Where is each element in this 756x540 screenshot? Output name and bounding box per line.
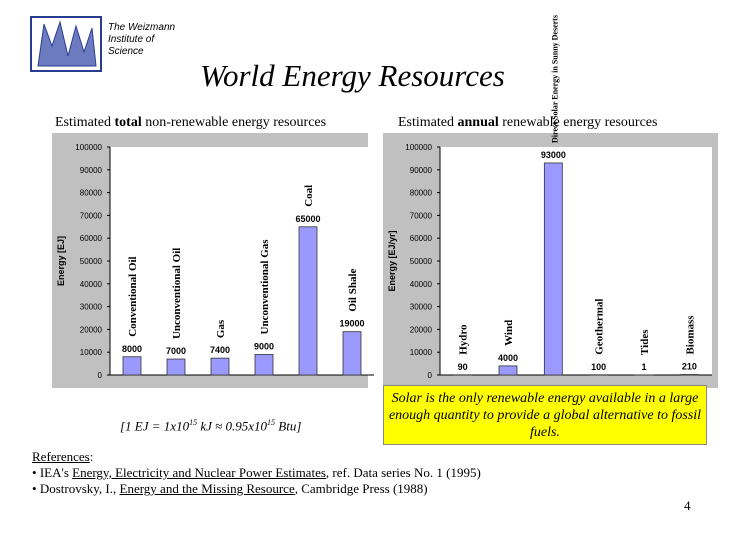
note-sup: 15 xyxy=(189,418,198,427)
logo xyxy=(30,16,102,72)
data-label: 93000 xyxy=(541,150,566,160)
y-tick-label: 0 xyxy=(98,371,103,380)
y-tick-label: 60000 xyxy=(410,234,433,243)
data-label: 90 xyxy=(458,362,468,372)
data-label: 8000 xyxy=(122,344,142,354)
category-label: Oil Shale xyxy=(347,268,359,311)
plot-area xyxy=(110,147,374,375)
title-part: Estimated xyxy=(398,115,458,130)
data-label: 65000 xyxy=(295,214,320,224)
ref-part: IEA's xyxy=(39,465,73,480)
y-tick-label: 10000 xyxy=(80,348,103,357)
bar xyxy=(498,365,518,376)
references: References: • IEA's Energy, Electricity a… xyxy=(32,449,481,496)
y-tick-label: 0 xyxy=(428,371,433,380)
y-tick-label: 40000 xyxy=(80,280,103,289)
category-label: Geothermal xyxy=(594,299,606,355)
note-part: [1 EJ = 1x10 xyxy=(120,418,190,434)
y-tick-label: 90000 xyxy=(410,166,433,175)
title-part: renewable energy resources xyxy=(498,115,658,130)
data-label: 7000 xyxy=(166,346,186,356)
charts: 0100002000030000400005000060000700008000… xyxy=(52,15,718,388)
plot-area xyxy=(440,147,712,375)
institute-name: The Weizmann Institute of Science xyxy=(108,22,175,58)
y-tick-label: 60000 xyxy=(80,234,103,243)
bar xyxy=(210,357,230,376)
category-label: Conventional Oil xyxy=(127,256,139,336)
y-tick-label: 20000 xyxy=(80,325,103,334)
data-label: 7400 xyxy=(210,345,230,355)
category-label: Tides xyxy=(639,329,651,355)
note-part: Btu] xyxy=(275,418,302,434)
bar xyxy=(166,358,186,376)
y-tick-label: 40000 xyxy=(410,280,433,289)
y-tick-label: 50000 xyxy=(80,257,103,266)
bar xyxy=(254,354,274,376)
chart-title: Estimated total non-renewable energy res… xyxy=(55,115,326,131)
y-tick-label: 80000 xyxy=(410,189,433,198)
bar xyxy=(543,162,563,376)
y-tick-label: 30000 xyxy=(410,303,433,312)
institute-line: The Weizmann xyxy=(108,22,176,33)
bar xyxy=(342,331,362,376)
category-label: Unconventional Gas xyxy=(259,239,271,335)
y-tick-label: 10000 xyxy=(410,348,433,357)
note-sup: 15 xyxy=(267,418,276,427)
data-label: 100 xyxy=(591,362,606,372)
category-label: Gas xyxy=(215,319,227,338)
y-tick-label: 70000 xyxy=(410,211,433,220)
ref-colon: : xyxy=(89,449,94,464)
category-label: Direct Solar Energy in Sunny Deserts xyxy=(550,15,559,143)
category-label: Wind xyxy=(503,320,515,346)
y-axis-label: Energy [EJ/yr] xyxy=(387,230,397,291)
y-tick-label: 100000 xyxy=(405,143,432,152)
bar xyxy=(298,226,318,376)
category-label: Biomass xyxy=(684,315,696,355)
data-label: 19000 xyxy=(339,319,364,329)
ref-title: Energy and the Missing Resource xyxy=(119,481,295,496)
note-part: kJ ≈ 0.95x10 xyxy=(197,418,268,434)
category-label: Unconventional Oil xyxy=(171,248,183,339)
conversion-note: [1 EJ = 1x1015 kJ ≈ 0.95x1015 Btu] xyxy=(120,418,301,434)
y-tick-label: 30000 xyxy=(80,303,103,312)
data-label: 1 xyxy=(641,362,646,372)
data-label: 4000 xyxy=(498,353,518,363)
bar xyxy=(122,356,142,376)
y-tick-label: 80000 xyxy=(80,189,103,198)
y-tick-label: 70000 xyxy=(80,211,103,220)
ref-label: References xyxy=(32,449,90,464)
ref-part: , Cambridge Press (1988) xyxy=(294,481,428,496)
y-tick-label: 100000 xyxy=(75,143,102,152)
y-axis-label: Energy [EJ] xyxy=(56,236,66,286)
category-label: Hydro xyxy=(458,324,470,355)
y-tick-label: 20000 xyxy=(410,325,433,334)
callout: Solar is the only renewable energy avail… xyxy=(383,385,707,445)
category-label: Coal xyxy=(303,185,315,207)
chart-title: Estimated annual renewable energy resour… xyxy=(398,115,657,131)
title-part: Estimated xyxy=(55,115,115,130)
title-part: non-renewable energy resources xyxy=(141,115,327,130)
institute-line: Science xyxy=(108,46,144,57)
title-emph: annual xyxy=(457,115,499,130)
y-tick-label: 90000 xyxy=(80,166,103,175)
data-label: 9000 xyxy=(254,341,274,351)
ref-part: Dostrovsky, I., xyxy=(39,481,120,496)
y-tick-label: 50000 xyxy=(410,257,433,266)
page-number: 4 xyxy=(684,498,691,513)
ref-title: Energy, Electricity and Nuclear Power Es… xyxy=(72,465,326,480)
title-emph: total xyxy=(114,115,142,130)
slide-title: World Energy Resources xyxy=(200,58,505,93)
data-label: 210 xyxy=(682,362,697,372)
institute-line: Institute of xyxy=(108,34,155,45)
ref-part: , ref. Data series No. 1 (1995) xyxy=(325,465,481,480)
